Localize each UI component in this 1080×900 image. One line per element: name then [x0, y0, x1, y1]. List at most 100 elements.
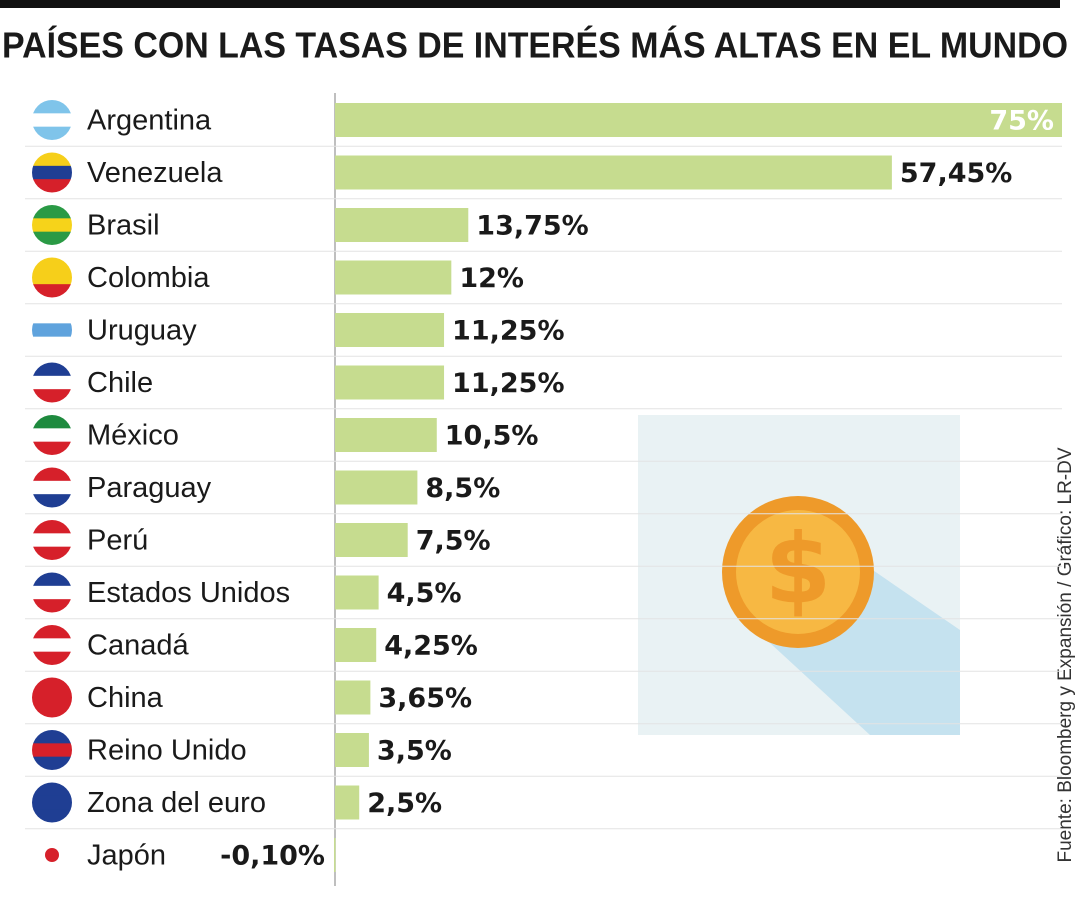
- top-rule: [0, 0, 1060, 8]
- value-label: 2,5%: [367, 788, 442, 819]
- flag-stripe: [32, 284, 72, 298]
- bar: [335, 418, 437, 452]
- category-label: Venezuela: [87, 157, 223, 189]
- value-label: 12%: [459, 263, 524, 294]
- flag-stripe: [32, 782, 72, 797]
- bar: [335, 470, 418, 505]
- chart-title: PAÍSES CON LAS TASAS DE INTERÉS MÁS ALTA…: [2, 25, 1068, 66]
- flag-icon: [32, 205, 72, 245]
- source: Fuente: Bloomberg y Expansión / Gráfico:…: [1055, 447, 1076, 862]
- value-label: 7,5%: [416, 526, 491, 557]
- category-label: Colombia: [87, 262, 210, 294]
- bar: [335, 523, 408, 557]
- flag-stripe: [32, 362, 72, 377]
- bar: [335, 313, 445, 347]
- flag-stripe: [32, 100, 72, 114]
- flag-stripe: [32, 218, 72, 233]
- flag-stripe: [32, 165, 72, 180]
- flag-icon: [32, 677, 72, 718]
- illustration: $: [638, 415, 960, 735]
- value-label: -0,10%: [220, 841, 325, 872]
- flag-stripe: [32, 310, 72, 324]
- flag-stripe: [32, 572, 72, 587]
- flag-stripe: [32, 730, 72, 744]
- category-label: China: [87, 682, 164, 714]
- flag-icon: [45, 848, 59, 862]
- flag-stripe: [32, 690, 72, 705]
- flag-icon: [32, 100, 72, 140]
- bar: [335, 260, 452, 295]
- flag-stripe: [32, 704, 72, 718]
- flag-icon: [32, 782, 72, 823]
- flag-icon: [32, 310, 72, 350]
- flag-stripe: [32, 441, 72, 455]
- flag-stripe: [32, 625, 72, 639]
- flag-stripe: [32, 480, 72, 495]
- category-label: México: [87, 420, 179, 452]
- bar: [335, 680, 371, 715]
- value-label: 75%: [989, 106, 1054, 137]
- flag-icon: [32, 572, 72, 613]
- flag-stripe: [32, 599, 72, 613]
- flag-stripe: [32, 323, 72, 338]
- category-label: Perú: [87, 525, 148, 557]
- bar: [335, 155, 892, 190]
- value-label: 3,65%: [378, 683, 472, 714]
- bar: [335, 785, 360, 820]
- flag-icon: [32, 625, 72, 665]
- flag-stripe: [32, 126, 72, 140]
- flag-stripe: [32, 756, 72, 770]
- flag-stripe: [32, 795, 72, 810]
- flag-stripe: [32, 257, 72, 272]
- category-label: Zona del euro: [87, 787, 266, 819]
- category-label: Japón: [87, 840, 166, 872]
- flag-icon: [32, 415, 72, 455]
- flag-stripe: [32, 270, 72, 285]
- flag-stripe: [32, 638, 72, 653]
- flag-stripe: [32, 231, 72, 245]
- bar: [335, 628, 377, 662]
- value-label: 57,45%: [900, 158, 1012, 189]
- bar: [335, 575, 379, 610]
- value-label: 13,75%: [476, 211, 588, 242]
- category-label: Brasil: [87, 210, 160, 242]
- value-label: 4,25%: [384, 631, 478, 662]
- flag-stripe: [32, 809, 72, 823]
- flag-stripe: [32, 113, 72, 128]
- flag-stripe: [32, 677, 72, 692]
- bar: [335, 208, 469, 242]
- flag-stripe: [32, 743, 72, 758]
- flag-stripe: [32, 152, 72, 167]
- flag-stripe: [32, 585, 72, 600]
- flag-stripe: [32, 520, 72, 534]
- flag-icon: [32, 520, 72, 560]
- category-label: Reino Unido: [87, 735, 247, 767]
- flag-stripe: [32, 179, 72, 193]
- value-label: 11,25%: [452, 368, 564, 399]
- flag-icon: [32, 257, 72, 298]
- flag-stripe: [32, 415, 72, 429]
- flag-icon: [32, 730, 72, 770]
- category-label: Chile: [87, 367, 153, 399]
- flag-stripe: [32, 494, 72, 508]
- flag-stripe: [32, 651, 72, 665]
- category-label: Uruguay: [87, 315, 197, 347]
- flag-stripe: [32, 375, 72, 390]
- bar: [335, 103, 1062, 137]
- flag-stripe: [32, 546, 72, 560]
- flag-stripe: [32, 205, 72, 219]
- category-label: Estados Unidos: [87, 577, 290, 609]
- value-label: 8,5%: [425, 473, 500, 504]
- flag-stripe: [32, 533, 72, 548]
- bar: [334, 838, 336, 872]
- category-label: Argentina: [87, 105, 212, 137]
- flag-stripe: [32, 336, 72, 350]
- flag-stripe: [32, 389, 72, 403]
- bar: [335, 733, 369, 767]
- category-label: Canadá: [87, 630, 189, 662]
- flag-icon: [32, 152, 72, 193]
- svg-text:$: $: [765, 513, 832, 625]
- flag-icon: [32, 362, 72, 403]
- flag-icon: [32, 467, 72, 508]
